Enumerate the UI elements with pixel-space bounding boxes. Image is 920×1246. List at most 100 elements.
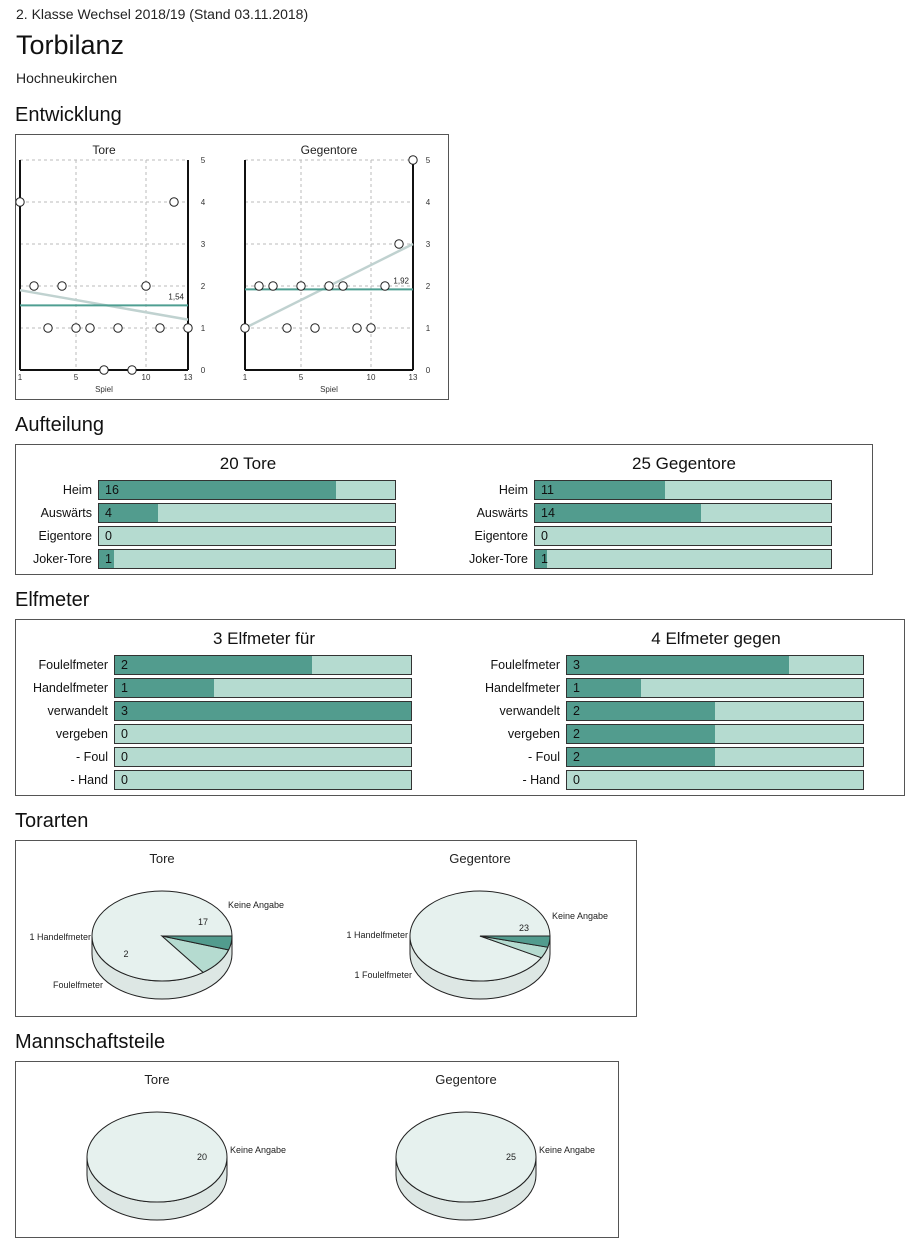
league-title: 2. Klasse Wechsel 2018/19 (Stand 03.11.2… [16, 6, 309, 22]
section-heading-aufteilung: Aufteilung [15, 414, 104, 436]
penalty-for-title: 3 Elfmeter für [212, 629, 316, 648]
data-point [141, 281, 151, 291]
bar-row: verwandelt 2 [500, 701, 864, 721]
bar-row: Handelfmeter 1 [485, 678, 864, 698]
bar [567, 679, 641, 697]
pie-slice [479, 935, 551, 948]
team-parts-charts: Tore 20 Keine Angabe Gegentore 25 Keine Angab… [86, 1072, 595, 1221]
bar-row: Auswärts 14 [477, 503, 832, 523]
y-tick-label: 5 [426, 156, 431, 165]
bar-label: Foulelfmeter [490, 658, 560, 672]
pie-value-label: 20 [197, 1152, 207, 1162]
bar-value: 1 [541, 552, 548, 566]
x-tick-label: 1 [18, 373, 23, 382]
data-point [240, 323, 250, 333]
bar [567, 702, 715, 720]
y-tick-label: 3 [426, 240, 431, 249]
y-tick-label: 5 [201, 156, 206, 165]
bar [535, 481, 666, 499]
x-axis-label: Spiel [320, 385, 338, 394]
bar [115, 702, 411, 720]
bar-label: vergeben [507, 727, 560, 741]
data-point [127, 365, 137, 375]
data-point [43, 323, 53, 333]
bar [115, 656, 313, 674]
data-point [394, 239, 404, 249]
bar-row: Heim 16 [63, 480, 396, 500]
bar-row: Foulelfmeter 2 [39, 655, 412, 675]
bar-label: vergeben [55, 727, 108, 741]
line-chart-0: Tore 0 1 2 3 4 5 1 5 10 13 Spiel 1,54 [15, 143, 206, 394]
data-point [352, 323, 362, 333]
data-point [183, 323, 193, 333]
pie-slice [161, 935, 233, 951]
bar-row: Foulelfmeter 3 [491, 655, 864, 675]
bar-row: - Hand 0 [522, 770, 864, 790]
bar-label: Foulelfmeter [38, 658, 108, 672]
bar [99, 550, 114, 568]
bar [535, 550, 547, 568]
bar-label: - Foul [528, 750, 560, 764]
bar-track: 16 [98, 480, 396, 500]
bar-label: Heim [62, 483, 92, 497]
data-point [296, 281, 306, 291]
data-point [99, 365, 109, 375]
team-parts-panel: Tore 20 Keine Angabe Gegentore 25 Keine Angab… [15, 1061, 619, 1238]
goals-split-title: 20 Tore [219, 454, 277, 473]
bar-track: 2 [566, 747, 864, 767]
bar-track: 3 [566, 655, 864, 675]
pie-value-label: 25 [506, 1152, 516, 1162]
y-tick-label: 4 [426, 198, 431, 207]
x-tick-label: 5 [299, 373, 304, 382]
bar-track: 11 [534, 480, 832, 500]
bar-track: 1 [534, 549, 832, 569]
y-tick-label: 1 [426, 324, 431, 333]
bar-track: 1 [566, 678, 864, 698]
data-point [85, 323, 95, 333]
pie-slice [86, 1111, 228, 1203]
data-point [29, 281, 39, 291]
development-panel: Tore 0 1 2 3 4 5 1 5 10 13 Spiel 1,54 Gegentore 0 1 2 3 4 5… [15, 134, 449, 400]
bar-row: Handelfmeter 1 [33, 678, 412, 698]
bar-value: 2 [573, 750, 580, 764]
y-tick-label: 2 [426, 282, 431, 291]
bar-label: Joker-Tore [32, 552, 92, 566]
bar-value: 3 [121, 704, 128, 718]
bar-track: 1 [98, 549, 396, 569]
bar-track: 2 [566, 701, 864, 721]
development-charts: Tore 0 1 2 3 4 5 1 5 10 13 Spiel 1,54 Gegentore 0 1 2 3 4 5… [15, 143, 431, 394]
pie-slice-label: 1 Handelfmeter [29, 932, 91, 942]
pie-slice-label: 1 Foulelfmeter [354, 970, 412, 980]
bar-value: 1 [573, 681, 580, 695]
pie-slice-label: Keine Angabe [230, 1145, 286, 1155]
pie-title: Gegentore [435, 1072, 496, 1087]
data-point [310, 323, 320, 333]
bar-value: 0 [105, 529, 112, 543]
bar-row: Joker-Tore 1 [33, 549, 396, 569]
bar-row: - Foul 0 [76, 747, 412, 767]
bar-track: 3 [114, 701, 412, 721]
bar-track: 4 [98, 503, 396, 523]
line-chart-1: Gegentore 0 1 2 3 4 5 1 5 10 13 Spiel 1,92 [240, 143, 431, 394]
x-axis-label: Spiel [95, 385, 113, 394]
average-label: 1,92 [393, 276, 409, 285]
bar-track: 0 [114, 724, 412, 744]
y-tick-label: 2 [201, 282, 206, 291]
section-heading-entwicklung: Entwicklung [15, 104, 122, 126]
bar-track: 2 [114, 655, 412, 675]
bar-row: Auswärts 4 [41, 503, 396, 523]
x-tick-label: 5 [74, 373, 79, 382]
bar [115, 679, 214, 697]
bar-track: 0 [566, 770, 864, 790]
data-point [338, 281, 348, 291]
bar-value: 2 [573, 727, 580, 741]
bar-row: vergeben 0 [56, 724, 412, 744]
pie-value-label: 17 [198, 917, 208, 927]
bar-value: 0 [541, 529, 548, 543]
bar-label: Joker-Tore [468, 552, 528, 566]
page-title: Torbilanz [16, 30, 125, 60]
line-chart-title: Tore [92, 143, 116, 157]
pie-slice-label: Keine Angabe [539, 1145, 595, 1155]
x-tick-label: 13 [409, 373, 418, 382]
average-label: 1,54 [168, 292, 184, 301]
